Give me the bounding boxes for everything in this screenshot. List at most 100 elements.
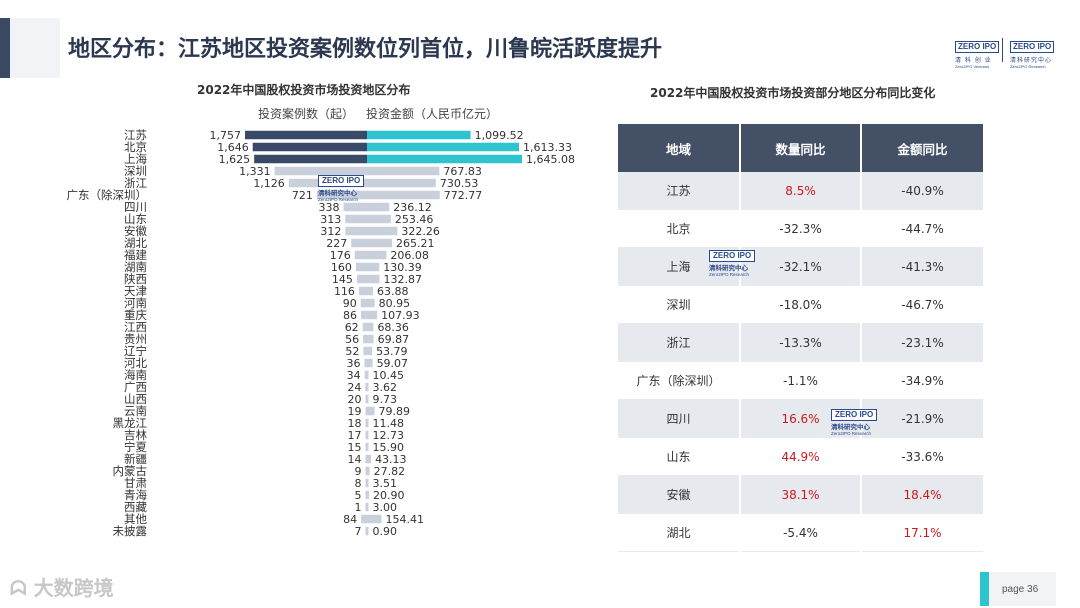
logo-divider [1002, 38, 1003, 62]
cell-amount-yoy: 18.4% [861, 475, 983, 514]
bar-amount [367, 238, 392, 248]
cell-count-yoy: 44.9% [740, 437, 862, 476]
bar-cases [361, 310, 367, 320]
cell-amount-yoy: -34.9% [861, 361, 983, 400]
data-label-cases: 20 [348, 393, 362, 406]
cell-amount-yoy: -40.9% [861, 172, 983, 210]
logo-zh-text: 清科研究中心 [1010, 57, 1053, 64]
page-number-box [980, 572, 1056, 606]
bar-amount [367, 502, 369, 512]
category-label: 浙江 [124, 176, 147, 190]
bar-cases [365, 382, 367, 392]
bar-amount [367, 418, 369, 428]
cell-amount-yoy: -23.1% [861, 323, 983, 362]
bar-amount [367, 430, 369, 440]
data-label-cases: 9 [355, 465, 362, 478]
data-label-amount: 15.90 [373, 441, 405, 454]
cell-amount-yoy: -46.7% [861, 285, 983, 324]
cell-amount-yoy: -33.6% [861, 437, 983, 476]
bar-cases [360, 298, 367, 308]
bar-amount [367, 202, 390, 212]
bar-cases [362, 322, 367, 332]
data-label-cases: 17 [348, 429, 362, 442]
data-label-cases: 15 [348, 441, 362, 454]
bar-amount [367, 334, 374, 344]
page-title: 地区分布：江苏地区投资案例数位列首位，川鲁皖活跃度提升 [68, 37, 663, 62]
bar-cases [365, 454, 367, 464]
header-accent-bar [0, 18, 10, 78]
bar-cases [252, 142, 367, 152]
yoy-table: 地域 数量同比 金额同比 江苏 8.5% -40.9% 北京 -32.3% -44.7% 上… [618, 124, 983, 552]
bar-cases [355, 262, 367, 272]
table-row: 浙江 -13.3% -23.1% [618, 323, 983, 362]
cell-count-yoy: -32.3% [740, 209, 862, 248]
cell-region: 北京 [618, 209, 741, 248]
data-label-amount: 107.93 [381, 309, 420, 322]
zero2ipo-research-logo: ZERO IPO 清科研究中心 Zero2IPO Research [1010, 34, 1055, 69]
watermark-box-text: ZERO IPO [831, 409, 878, 421]
category-label: 甘肃 [124, 476, 147, 490]
logo-zh-text: 清 科 创 业 [955, 57, 992, 64]
data-label-amount: 1,613.33 [523, 141, 572, 154]
category-label: 深圳 [124, 164, 147, 178]
data-label-amount: 69.87 [378, 333, 410, 346]
bar-cases [365, 406, 367, 416]
bar-cases [358, 286, 367, 296]
data-label-amount: 27.82 [374, 465, 406, 478]
footer-brand: ᗣ 大数跨境 [10, 572, 114, 601]
data-label-amount: 3.00 [373, 501, 398, 514]
bar-cases [365, 442, 367, 452]
data-label-amount: 3.51 [373, 477, 398, 490]
cell-amount-yoy: -44.7% [861, 209, 983, 248]
category-label: 陕西 [124, 272, 147, 286]
data-label-amount: 80.95 [379, 297, 411, 310]
category-label: 西藏 [124, 500, 147, 514]
data-label-amount: 265.21 [396, 237, 435, 250]
data-label-amount: 20.90 [373, 489, 405, 502]
category-label: 福建 [124, 248, 147, 262]
bar-cases [365, 502, 367, 512]
bar-amount [367, 526, 369, 536]
region-distribution-chart: 江苏 1,757 1,099.52 北京 1,646 1,613.33 上海 1,625 1,6… [67, 128, 575, 538]
bar-amount [367, 190, 440, 200]
bar-amount [367, 322, 374, 332]
category-label: 贵州 [124, 332, 147, 346]
bar-cases [343, 202, 367, 212]
data-label-amount: 253.46 [395, 213, 434, 226]
watermark-box-text: ZERO IPO [709, 250, 756, 262]
category-label: 湖北 [124, 236, 147, 250]
data-label-cases: 86 [343, 309, 357, 322]
data-label-amount: 1,645.08 [526, 153, 575, 166]
cell-amount-yoy: -21.9% [861, 399, 983, 438]
data-label-cases: 313 [320, 213, 341, 226]
data-label-cases: 145 [332, 273, 353, 286]
category-label: 江苏 [124, 128, 147, 142]
bar-amount [367, 214, 391, 224]
data-label-cases: 84 [343, 513, 357, 526]
cell-count-yoy: -18.0% [740, 285, 862, 324]
category-label: 上海 [124, 152, 147, 166]
bar-cases [274, 166, 367, 176]
category-label: 广东（除深圳） [67, 188, 148, 202]
bar-amount [367, 382, 369, 392]
chart-watermark: ZERO IPO 清科研究中心 Zero2IPO Research [318, 168, 365, 202]
data-label-cases: 90 [343, 297, 357, 310]
logo-en-text: Zero2IPO Research [1010, 64, 1046, 69]
data-label-cases: 338 [319, 201, 340, 214]
data-label-cases: 160 [331, 261, 352, 274]
data-label-cases: 1 [355, 501, 362, 514]
data-label-amount: 53.79 [376, 345, 408, 358]
bar-amount [367, 310, 378, 320]
data-label-cases: 14 [348, 453, 362, 466]
category-label: 青海 [124, 488, 147, 502]
data-label-amount: 0.90 [373, 525, 398, 538]
data-label-amount: 154.41 [386, 513, 425, 526]
cell-count-yoy: -13.3% [740, 323, 862, 362]
data-label-amount: 767.83 [443, 165, 482, 178]
table-row: 四川 16.6% -21.9% [618, 399, 983, 438]
data-label-cases: 1,331 [239, 165, 271, 178]
cell-count-yoy: -32.1% [740, 247, 862, 286]
data-label-amount: 63.88 [377, 285, 409, 298]
bar-amount [367, 514, 382, 524]
cell-count-yoy: -1.1% [740, 361, 862, 400]
